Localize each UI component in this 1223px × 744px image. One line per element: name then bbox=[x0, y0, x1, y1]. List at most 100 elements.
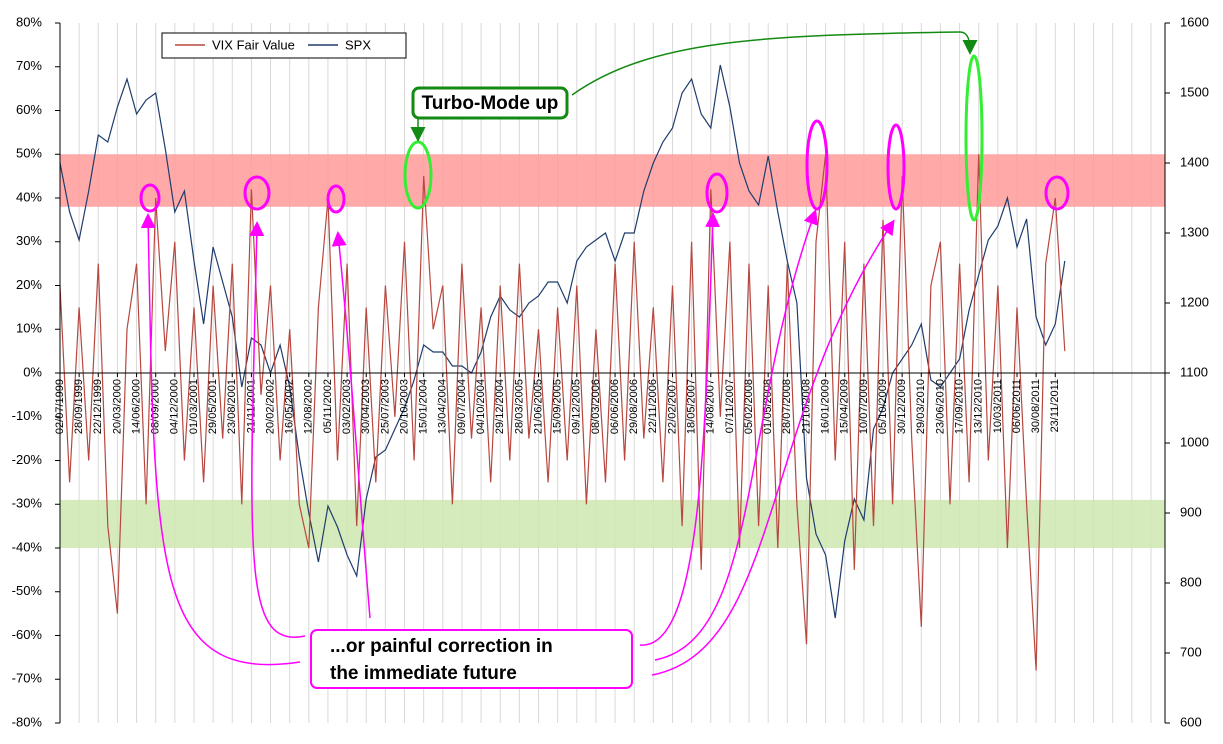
x-tick-label: 13/04/2004 bbox=[437, 379, 449, 434]
annotation-text: Turbo-Mode up bbox=[422, 93, 559, 114]
y2-tick-label: 1000 bbox=[1180, 434, 1209, 449]
x-tick-label: 23/11/2011 bbox=[1049, 379, 1061, 432]
legend-label: VIX Fair Value bbox=[212, 37, 295, 52]
x-tick-label: 01/03/2001 bbox=[188, 379, 200, 434]
highlight-circle bbox=[805, 119, 829, 211]
y2-tick-label: 1600 bbox=[1180, 14, 1209, 29]
x-tick-label: 05/11/2002 bbox=[322, 379, 334, 433]
x-tick-label: 22/12/1999 bbox=[92, 379, 104, 434]
y2-tick-label: 800 bbox=[1180, 574, 1202, 589]
x-tick-label: 28/03/2005 bbox=[513, 379, 525, 434]
y-tick-label: -50% bbox=[12, 583, 43, 598]
x-tick-label: 05/02/2008 bbox=[743, 379, 755, 434]
highlight-circle bbox=[1044, 175, 1070, 211]
x-tick-label: 14/06/2000 bbox=[130, 379, 142, 434]
arrow bbox=[140, 213, 301, 666]
x-tick-label: 01/05/2008 bbox=[762, 379, 774, 434]
y-tick-label: 80% bbox=[16, 14, 42, 29]
x-tick-label: 10/03/2011 bbox=[992, 379, 1004, 433]
y-tick-label: -30% bbox=[12, 496, 43, 511]
y-tick-label: -20% bbox=[12, 452, 43, 467]
y-tick-label: 10% bbox=[16, 321, 42, 336]
x-tick-label: 23/08/2001 bbox=[226, 379, 238, 434]
y-tick-label: 20% bbox=[16, 277, 42, 292]
x-tick-label: 20/03/2000 bbox=[111, 379, 123, 434]
x-tick-label: 18/05/2007 bbox=[686, 379, 698, 434]
highlight-circle bbox=[243, 175, 271, 211]
y2-tick-label: 1200 bbox=[1180, 294, 1209, 309]
legend-label: SPX bbox=[345, 37, 371, 52]
annotation-layer bbox=[139, 31, 1070, 689]
y2-tick-label: 600 bbox=[1180, 714, 1202, 729]
x-tick-label: 15/01/2004 bbox=[418, 379, 430, 434]
series-line bbox=[59, 154, 1066, 671]
x-tick-label: 16/01/2009 bbox=[820, 379, 832, 434]
x-tick-label: 05/10/2009 bbox=[877, 379, 889, 434]
arrow bbox=[639, 212, 721, 646]
turbo-circle bbox=[964, 54, 984, 222]
x-tick-label: 13/12/2010 bbox=[973, 379, 985, 434]
annotation-text: ...or painful correction in bbox=[330, 636, 553, 657]
y-tick-label: -40% bbox=[12, 539, 43, 554]
arrow bbox=[249, 221, 306, 638]
x-tick-label: 15/04/2009 bbox=[839, 379, 851, 434]
x-tick-label: 17/09/2010 bbox=[953, 379, 965, 434]
x-tick-label: 10/07/2009 bbox=[858, 379, 870, 434]
y-tick-label: 60% bbox=[16, 102, 42, 117]
x-tick-label: 22/02/2007 bbox=[666, 379, 678, 434]
y-tick-label: -80% bbox=[12, 714, 43, 729]
x-tick-label: 20/02/2002 bbox=[264, 379, 276, 434]
x-tick-label: 29/12/2004 bbox=[494, 379, 506, 434]
arrow bbox=[331, 231, 371, 619]
x-tick-label: 07/11/2007 bbox=[724, 379, 736, 433]
annotation-text: the immediate future bbox=[330, 663, 517, 684]
arrow bbox=[571, 31, 978, 96]
annotation-box bbox=[411, 86, 569, 120]
data-layer bbox=[59, 64, 1066, 671]
y2-tick-label: 1400 bbox=[1180, 154, 1209, 169]
highlight-circle bbox=[139, 183, 161, 213]
y-tick-label: -10% bbox=[12, 408, 43, 423]
x-tick-label: 14/08/2007 bbox=[705, 379, 717, 434]
x-tick-label: 30/04/2003 bbox=[360, 379, 372, 434]
y-tick-label: 70% bbox=[16, 58, 42, 73]
legend: VIX Fair Value SPX bbox=[161, 32, 407, 59]
turbo-circle bbox=[403, 140, 433, 210]
x-tick-label: 30/08/2011 bbox=[1030, 379, 1042, 433]
x-tick-label: 09/12/2005 bbox=[571, 379, 583, 434]
x-tick-label: 06/06/2006 bbox=[609, 379, 621, 434]
highlight-circle bbox=[886, 123, 906, 211]
arrow bbox=[651, 219, 895, 676]
x-tick-label: 30/12/2009 bbox=[896, 379, 908, 434]
x-tick-label: 29/08/2006 bbox=[628, 379, 640, 434]
x-tick-label: 20/10/2003 bbox=[398, 379, 410, 434]
x-tick-label: 25/07/2003 bbox=[379, 379, 391, 434]
y-tick-label: 50% bbox=[16, 146, 42, 161]
x-tick-label: 08/03/2006 bbox=[590, 379, 602, 434]
x-tick-label: 02/07/1999 bbox=[54, 379, 66, 434]
y2-tick-label: 700 bbox=[1180, 644, 1202, 659]
x-tick-label: 28/09/1999 bbox=[73, 379, 85, 434]
x-tick-label: 04/10/2004 bbox=[475, 379, 487, 434]
x-tick-label: 29/03/2010 bbox=[915, 379, 927, 434]
arrow bbox=[654, 209, 818, 661]
y2-tick-label: 1300 bbox=[1180, 224, 1209, 239]
y-tick-label: -60% bbox=[12, 627, 43, 642]
highlight-circle bbox=[326, 184, 346, 214]
x-tick-label: 28/07/2008 bbox=[781, 379, 793, 434]
axes: -80% -70% -60% -50% -40% -30% -20% -10% 0% 10% 20%… bbox=[12, 14, 1209, 729]
y-tick-label: -70% bbox=[12, 671, 43, 686]
band bbox=[60, 154, 1165, 207]
x-tick-label: 22/11/2006 bbox=[647, 379, 659, 433]
highlight-circle bbox=[705, 172, 729, 214]
x-tick-label: 06/06/2011 bbox=[1011, 379, 1023, 433]
x-tick-label: 16/05/2002 bbox=[284, 379, 296, 434]
x-tick-label: 15/09/2005 bbox=[552, 379, 564, 434]
x-tick-label: 21/06/2005 bbox=[532, 379, 544, 434]
x-tick-label: 04/12/2000 bbox=[169, 379, 181, 434]
x-tick-label: 21/10/2008 bbox=[800, 379, 812, 434]
x-tick-label: 21/11/2001 bbox=[245, 379, 257, 433]
series-line bbox=[59, 64, 1066, 619]
x-tick-label: 03/02/2003 bbox=[341, 379, 353, 434]
